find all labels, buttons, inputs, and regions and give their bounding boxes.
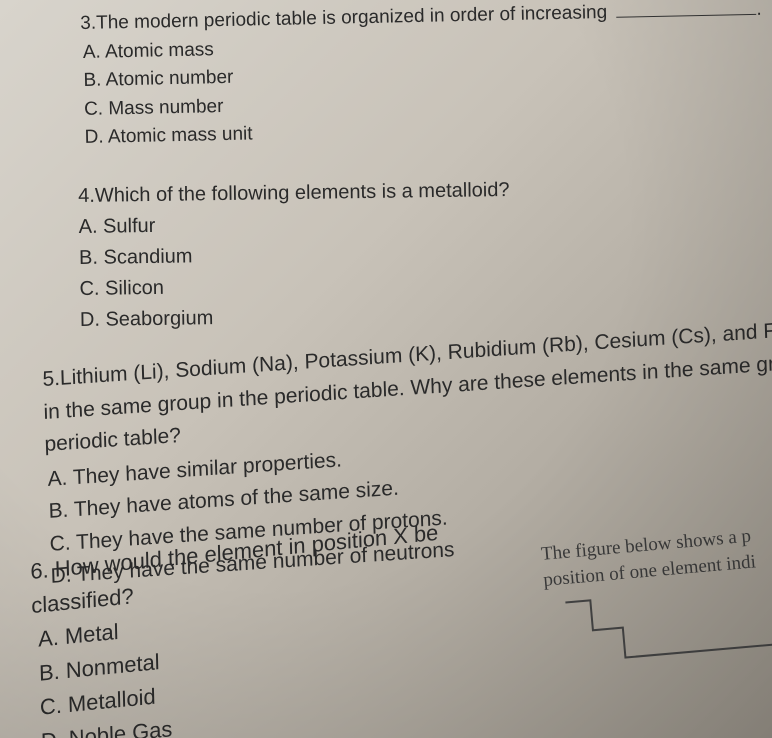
periodic-table-outline	[560, 577, 772, 688]
q3-blank	[617, 14, 757, 18]
periodic-table-svg	[560, 577, 772, 688]
q3-stem-suffix: .	[756, 0, 762, 20]
q4-options: A. Sulfur B. Scandium C. Silicon D. Seab…	[78, 202, 772, 336]
worksheet-page: 3.The modern periodic table is organized…	[0, 0, 772, 738]
q3-options: A. Atomic mass B. Atomic number C. Mass …	[81, 24, 772, 152]
question-3: 3.The modern periodic table is organized…	[80, 0, 772, 152]
periodic-table-path	[565, 583, 772, 662]
question-4: 4.Which of the following elements is a m…	[78, 171, 772, 336]
